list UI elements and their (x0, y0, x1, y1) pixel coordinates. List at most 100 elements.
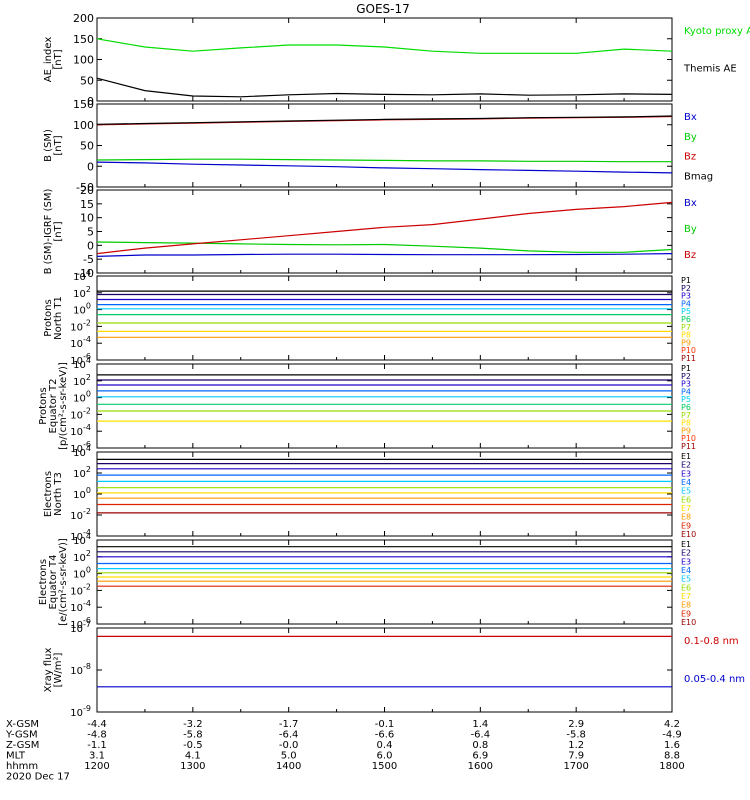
legend-label: 0.05-0.4 nm (684, 674, 745, 685)
y-tick-label: 15 (80, 198, 94, 211)
y-axis-label: [nT] (53, 135, 64, 155)
ephemeris-value: 1400 (276, 761, 301, 772)
series-line-Bx (96, 253, 673, 257)
ephemeris-value: 1700 (563, 761, 588, 772)
ephemeris-value: 8.8 (664, 751, 680, 762)
y-axis-label: AE_index (43, 37, 54, 83)
y-tick-label: 104 (73, 444, 91, 459)
y-tick-label: 104 (73, 356, 91, 371)
legend-label: Bx (684, 198, 697, 209)
ephemeris-row-label: Z-GSM (6, 740, 39, 751)
ephemeris-value: -6.6 (375, 730, 395, 741)
ephemeris-value: -4.8 (87, 730, 107, 741)
ephemeris-value: 0.8 (472, 740, 488, 751)
ephemeris-value: 5.0 (281, 751, 297, 762)
y-tick-label: 102 (73, 285, 91, 300)
y-tick-label: 10-2 (70, 507, 91, 522)
panel-8: 10-9 10-8 10-7 Xray flux [W/m²] 0.1-0.8 nm 0.0… (43, 620, 745, 719)
y-tick-label: 10-2 (70, 318, 91, 333)
y-axis-label: Equator T2 (48, 379, 59, 434)
ephemeris-value: -4.4 (87, 719, 107, 730)
y-tick-label: 10-4 (70, 599, 91, 614)
series-line-Bmag (96, 115, 673, 125)
y-tick-label: 0 (87, 239, 94, 252)
legend-label: P8 (681, 419, 691, 428)
ephemeris-value: -0.1 (375, 719, 395, 730)
y-tick-label: 10-6 (70, 440, 91, 455)
y-tick-label: 100 (73, 119, 94, 132)
series-line-Themis-AE (96, 77, 673, 98)
legend-label: P4 (681, 299, 691, 308)
ephemeris-value: 1500 (372, 761, 397, 772)
series-line-Kyoto-proxy-AE (96, 38, 673, 54)
ephemeris-row-label: X-GSM (6, 719, 39, 730)
y-tick-label: 100 (73, 486, 91, 501)
y-axis-label: B (SM)-IGRF (SM) (43, 189, 54, 275)
legend-label: P7 (681, 323, 691, 332)
panel-6: 10-4 10-2 100 102 104 Electrons North T3 E1E2E3… (43, 444, 696, 543)
legend-label: Bmag (684, 171, 713, 182)
legend-label: P10 (681, 346, 696, 355)
y-axis-label: [e/(cm²-s-sr-keV)] (58, 538, 69, 626)
ephemeris-value: -0.0 (279, 740, 299, 751)
legend-label: P8 (681, 331, 691, 340)
legend-label: E6 (681, 495, 691, 504)
panel-frame (96, 275, 673, 361)
ephemeris-value: -0.5 (183, 740, 203, 751)
legend-label: P10 (681, 434, 696, 443)
y-tick-label: 0 (87, 160, 94, 173)
legend-label: P2 (681, 372, 691, 381)
legend-label: P1 (681, 276, 691, 285)
legend-label: E2 (681, 549, 691, 558)
y-axis-label: [p/(cm²-s-sr-keV)] (58, 362, 69, 450)
legend-label: P3 (681, 292, 691, 301)
legend-label: E2 (681, 461, 691, 470)
y-axis-label: Protons (43, 299, 54, 336)
y-tick-label: 10-8 (70, 662, 91, 677)
panel-frame (96, 363, 673, 449)
legend-label: P6 (681, 315, 691, 324)
y-tick-label: 0 (87, 95, 94, 108)
legend-label: E5 (681, 487, 691, 496)
ephemeris-value: 7.9 (568, 751, 584, 762)
ephemeris-value: 1300 (180, 761, 205, 772)
legend-label: E5 (681, 575, 691, 584)
y-tick-label: 100 (73, 566, 91, 581)
legend-label: E4 (681, 566, 691, 575)
y-tick-label: 10-6 (70, 616, 91, 631)
legend-label: P5 (681, 395, 691, 404)
y-tick-label: 150 (73, 33, 94, 46)
y-tick-label: 20 (80, 184, 94, 197)
y-axis-label: [nT] (53, 49, 64, 69)
legend-label: E8 (681, 601, 691, 610)
ephemeris-value: 4.1 (185, 751, 201, 762)
legend-label: P1 (681, 364, 691, 373)
ephemeris-value: -3.2 (183, 719, 203, 730)
ephemeris-value: 0.4 (377, 740, 393, 751)
y-axis-label: Electrons (43, 471, 54, 517)
ephemeris-value: -4.9 (662, 730, 682, 741)
ephemeris-row-label: MLT (6, 751, 26, 762)
y-axis-label: B (SM) (43, 129, 54, 162)
y-tick-label: 10-4 (70, 423, 91, 438)
legend-label: P6 (681, 403, 691, 412)
y-tick-label: 5 (87, 226, 94, 239)
y-tick-label: 100 (73, 54, 94, 67)
legend-label: P4 (681, 387, 691, 396)
series-line-Bx (96, 161, 673, 174)
y-axis-label: North T3 (53, 472, 64, 516)
legend-label: By (684, 224, 697, 235)
legend-label: E9 (681, 521, 691, 530)
series-line-Bz (96, 201, 673, 255)
panel-frame (96, 539, 673, 625)
legend-label: E3 (681, 557, 691, 566)
y-tick-label: 150 (73, 98, 94, 111)
y-tick-label: 104 (73, 532, 91, 547)
legend-label: P11 (681, 354, 696, 363)
legend-label: E3 (681, 469, 691, 478)
legend-label: P11 (681, 442, 696, 451)
ephemeris-value: -6.4 (279, 730, 299, 741)
legend-label: P2 (681, 284, 691, 293)
